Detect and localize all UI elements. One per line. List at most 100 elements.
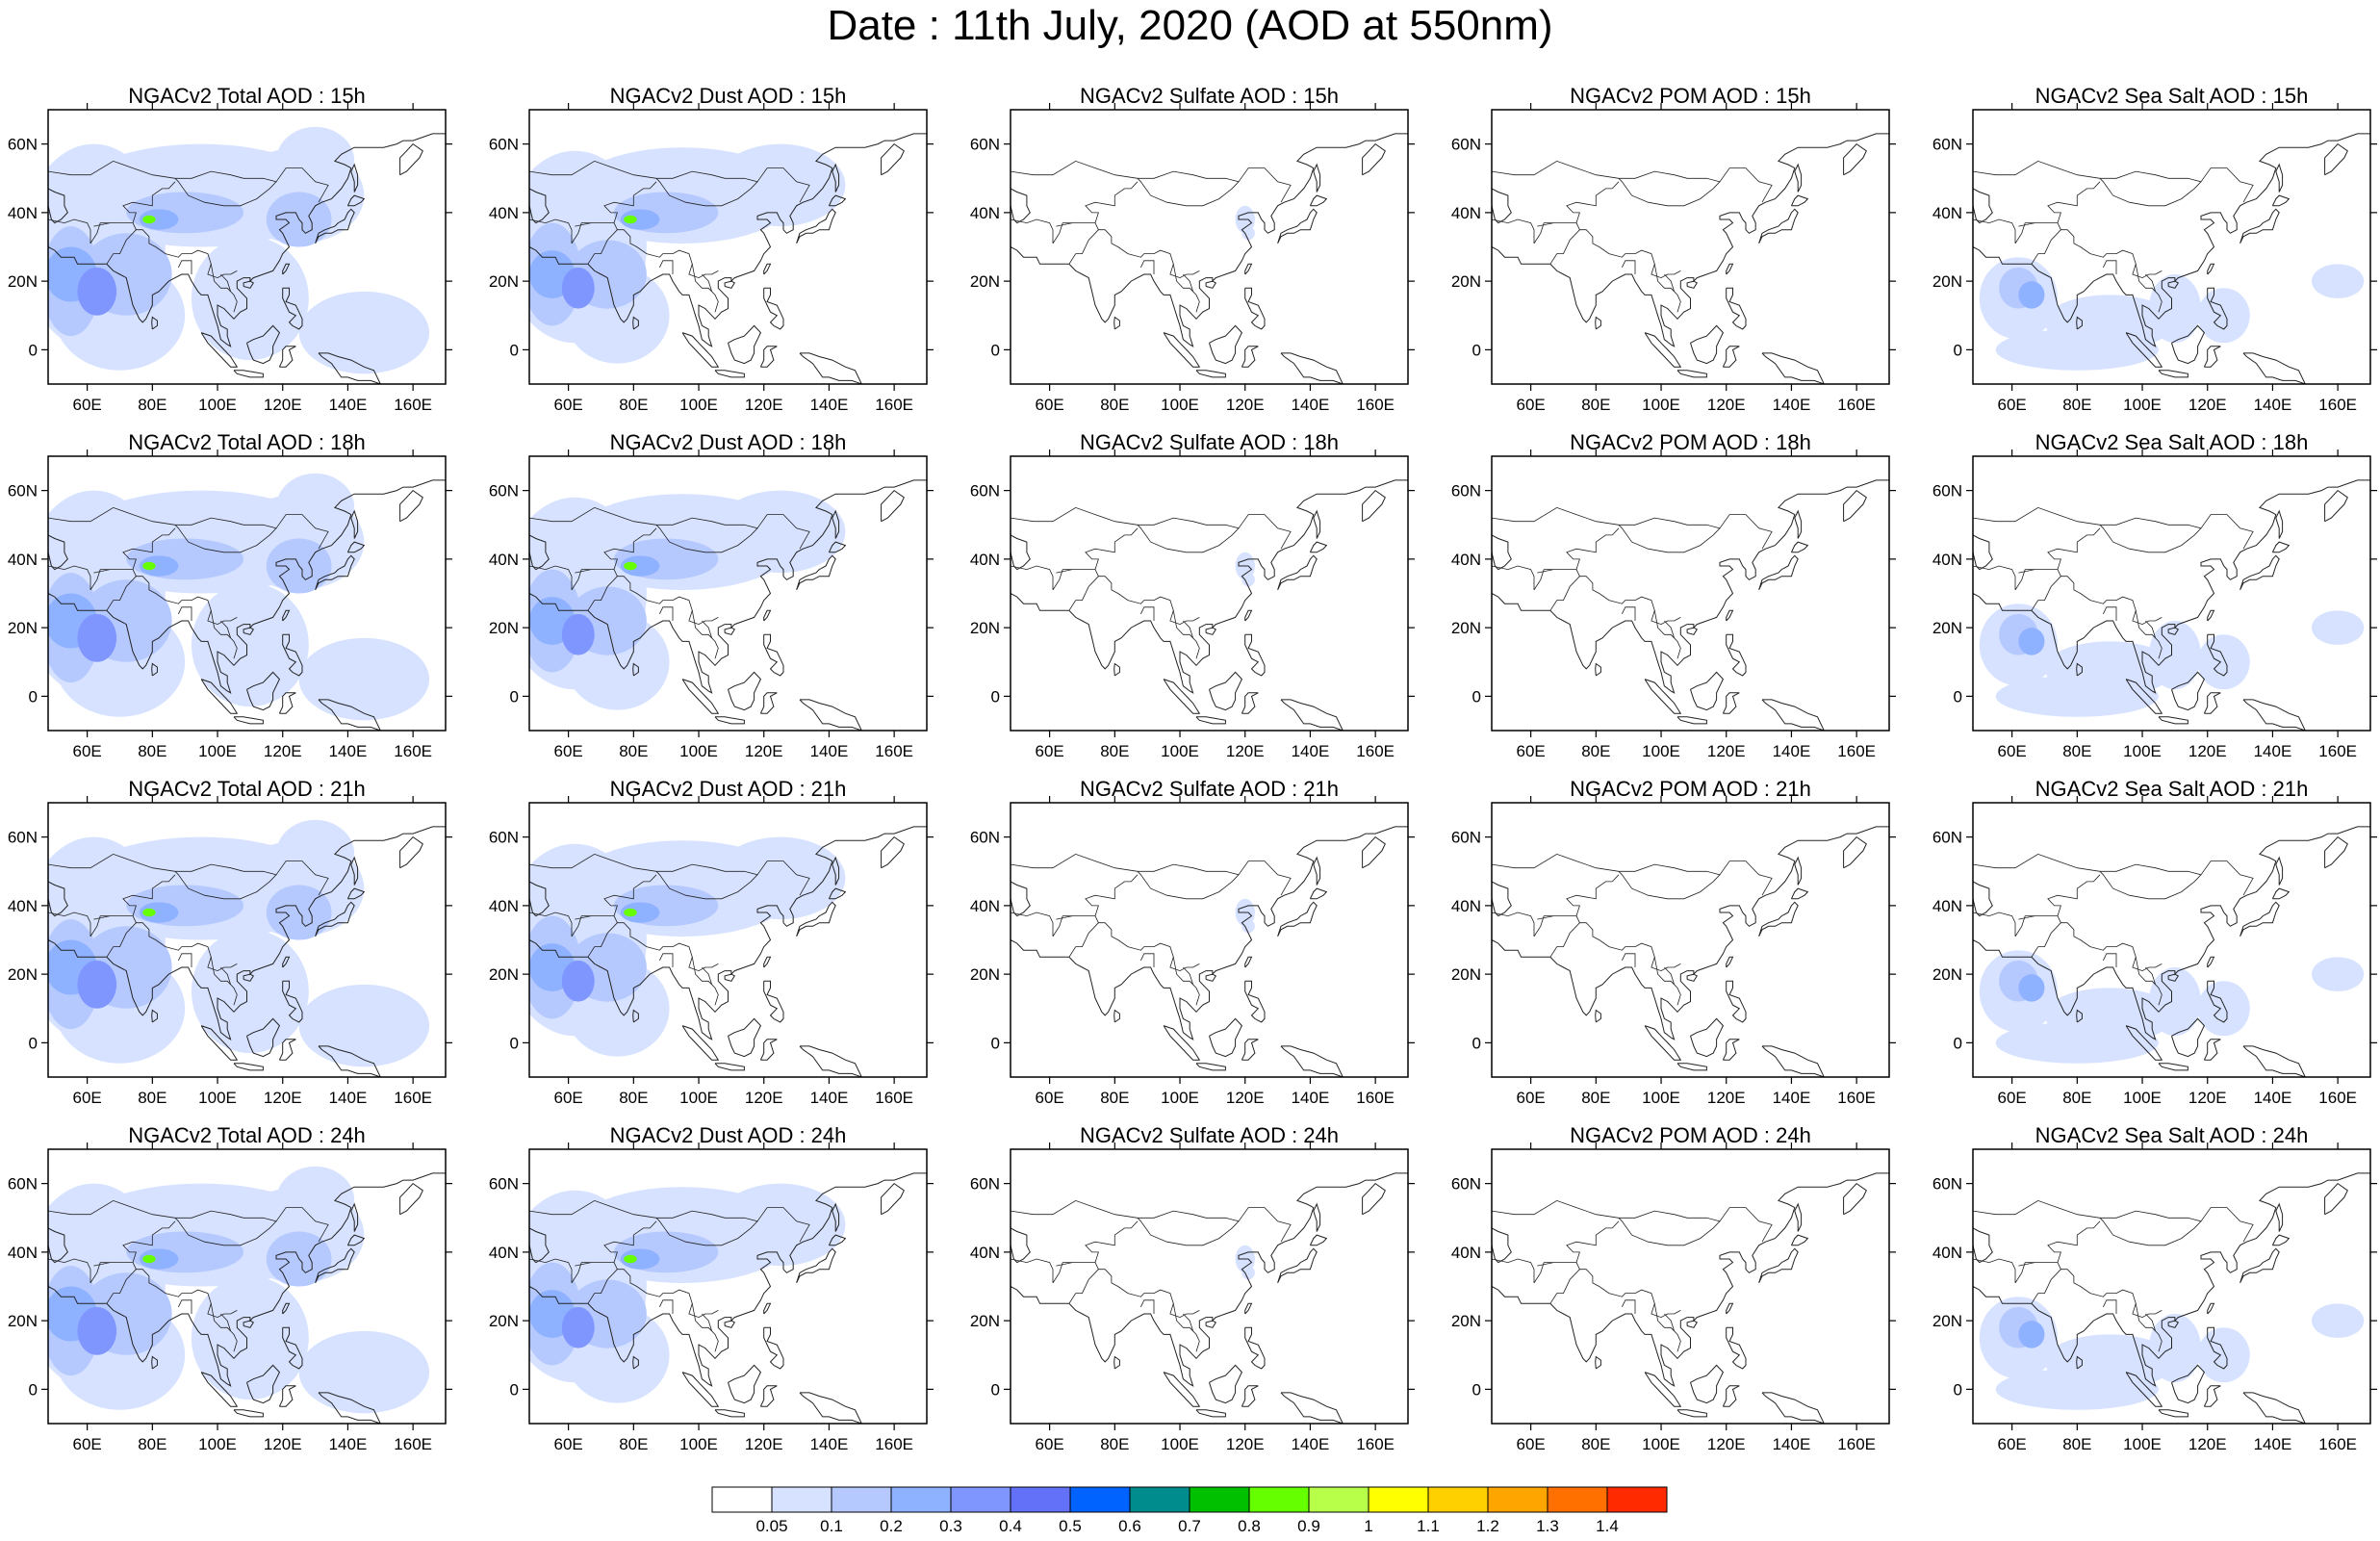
- coastline: [832, 509, 840, 539]
- coastline: [1492, 1227, 1512, 1264]
- coastline: [315, 901, 355, 937]
- aod-field: [1979, 604, 2365, 717]
- panel-title: NGACv2 Sulfate AOD : 24h: [1079, 1123, 1340, 1147]
- country-border: [2103, 1299, 2117, 1314]
- country-border: [2099, 1218, 2202, 1246]
- aod-region: [191, 236, 309, 361]
- coastline: [1644, 1372, 1682, 1407]
- country-border: [1068, 922, 1099, 958]
- country-border: [1492, 218, 1535, 244]
- aod-region: [624, 908, 637, 917]
- country-border: [2135, 1303, 2162, 1352]
- lon-tick-label: 120E: [1226, 742, 1265, 760]
- coastline: [799, 352, 862, 384]
- lon-tick-label: 60E: [1035, 1435, 1063, 1453]
- coastline: [1277, 1247, 1318, 1284]
- lon-tick-label: 120E: [2188, 742, 2227, 760]
- lon-tick-label: 80E: [1581, 1089, 1610, 1107]
- aod-region: [1241, 226, 1255, 241]
- aod-region: [298, 984, 430, 1067]
- country-border: [1492, 506, 1773, 550]
- coastline: [399, 1182, 423, 1216]
- lat-tick-label: 60N: [970, 829, 1000, 847]
- coastlines: [1492, 1172, 1889, 1424]
- coastline: [1362, 835, 1386, 869]
- map-frame: [528, 109, 928, 385]
- panel-title: NGACv2 POM AOD : 15h: [1570, 84, 1811, 108]
- map-panel-sea-salt-15h: NGACv2 Sea Salt AOD : 15h 60E 80E 100E 120E 1…: [1925, 85, 2380, 426]
- map-frame: [47, 802, 447, 1078]
- country-border: [1094, 569, 1200, 626]
- coastline: [233, 1063, 264, 1071]
- country-border: [1094, 1262, 1200, 1319]
- coastline: [799, 1392, 862, 1424]
- lat-tick-label: 40N: [1932, 551, 1962, 569]
- lon-tick-label: 60E: [1997, 742, 2026, 760]
- aod-region: [624, 561, 637, 571]
- country-border: [1183, 620, 1193, 638]
- aod-region: [2148, 621, 2201, 690]
- aod-region: [126, 192, 244, 234]
- lon-tick-label: 80E: [138, 396, 166, 414]
- country-border: [529, 218, 573, 244]
- lon-tick-label: 80E: [2062, 396, 2091, 414]
- coastline: [2167, 280, 2180, 289]
- coastline: [714, 1063, 745, 1071]
- country-border: [1618, 871, 1721, 900]
- lat-tick-label: 40N: [489, 897, 519, 915]
- country-border: [2031, 229, 2061, 265]
- coastline: [1644, 679, 1682, 714]
- country-border: [1140, 260, 1155, 274]
- lon-tick-label: 140E: [810, 1435, 849, 1453]
- coastline: [1313, 509, 1321, 539]
- lon-tick-label: 80E: [1581, 1435, 1610, 1453]
- coastline: [1205, 1320, 1217, 1328]
- colorbar-svg: 0.05 0.1 0.2 0.3 0.4 0.5 0.6 0.7 0.8 0.9 1 1.1 1.2 1.…: [711, 1486, 1668, 1535]
- country-border: [529, 506, 810, 550]
- country-border: [1172, 264, 1200, 313]
- coastline: [2125, 679, 2163, 714]
- country-border: [1137, 525, 1240, 553]
- coastline: [1241, 1385, 1259, 1407]
- aod-region: [561, 1306, 595, 1348]
- lat-tick-label: 60N: [1932, 829, 1962, 847]
- coastline: [796, 901, 836, 937]
- lat-tick-label: 0: [991, 1034, 1000, 1052]
- coastline: [1309, 194, 1328, 207]
- map-svg: 60E 80E 100E 120E 140E 160E 60N 40N 20N 0: [1451, 1143, 1896, 1453]
- coastline: [881, 142, 905, 176]
- map-svg: 60E 80E 100E 120E 140E 160E 60N 40N 20N 0: [970, 796, 1415, 1107]
- coastline: [1280, 1045, 1344, 1077]
- lat-tick-label: 60N: [1932, 1175, 1962, 1194]
- coastline: [243, 627, 255, 635]
- map-panel-sea-salt-21h: NGACv2 Sea Salt AOD : 21h 60E 80E 100E 120E 1…: [1925, 778, 2380, 1119]
- lon-tick-label: 100E: [1161, 742, 1199, 760]
- coastline: [681, 1372, 720, 1407]
- coastline: [2324, 489, 2348, 523]
- country-border: [210, 957, 238, 1006]
- country-border: [655, 525, 758, 553]
- coastline: [2207, 980, 2228, 1023]
- lon-tick-label: 80E: [138, 1089, 166, 1107]
- lon-tick-label: 160E: [875, 742, 913, 760]
- coastline: [796, 208, 836, 244]
- aod-region: [561, 960, 595, 1002]
- lon-tick-label: 100E: [679, 1435, 718, 1453]
- coastline: [1492, 881, 1512, 917]
- country-border: [2031, 922, 2061, 958]
- country-border: [48, 1199, 329, 1243]
- colorbar-label: 0.8: [1238, 1517, 1261, 1535]
- aod-region: [2148, 274, 2201, 344]
- lon-tick-label: 60E: [1516, 742, 1545, 760]
- coastline: [1843, 835, 1867, 869]
- lat-tick-label: 0: [29, 341, 38, 359]
- country-border: [1533, 222, 1554, 244]
- coastline: [346, 541, 366, 553]
- lon-tick-label: 160E: [1356, 1435, 1395, 1453]
- panel-title: NGACv2 Total AOD : 21h: [128, 777, 366, 801]
- lon-tick-label: 120E: [1707, 396, 1746, 414]
- aod-region: [714, 836, 846, 920]
- lat-tick-label: 20N: [8, 272, 38, 291]
- country-border: [48, 853, 329, 896]
- lat-tick-label: 40N: [489, 551, 519, 569]
